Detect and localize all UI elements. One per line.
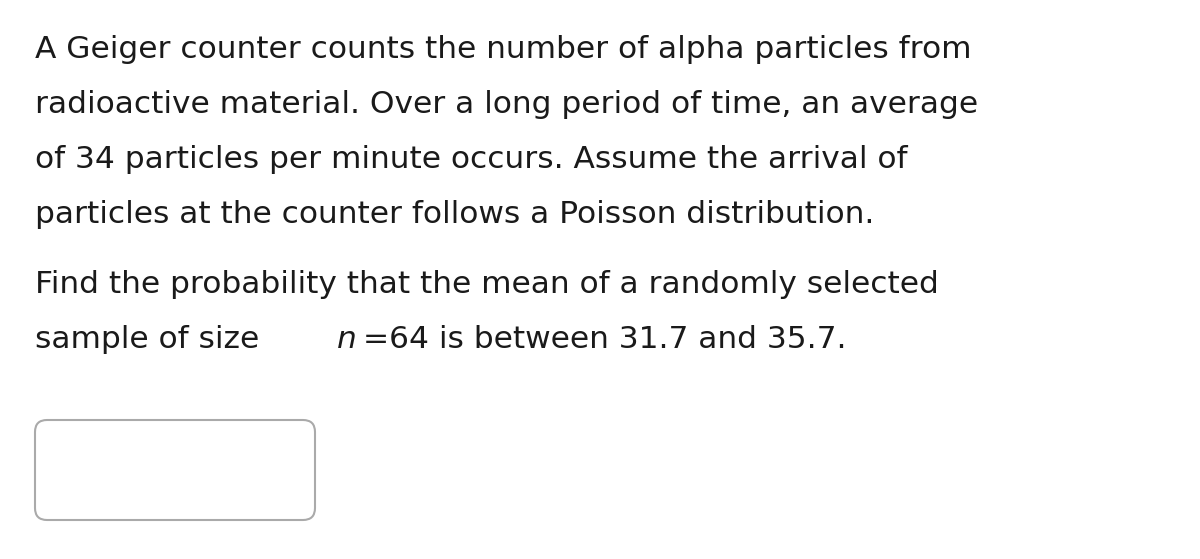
FancyBboxPatch shape [35,420,314,520]
Text: of 34 particles per minute occurs. Assume the arrival of: of 34 particles per minute occurs. Assum… [35,145,907,174]
Text: radioactive material. Over a long period of time, an average: radioactive material. Over a long period… [35,90,978,119]
Text: Find the probability that the mean of a randomly selected: Find the probability that the mean of a … [35,270,938,299]
Text: =64 is between 31.7 and 35.7.: =64 is between 31.7 and 35.7. [362,325,846,354]
Text: A Geiger counter counts the number of alpha particles from: A Geiger counter counts the number of al… [35,35,972,64]
Text: sample of size: sample of size [35,325,269,354]
Text: particles at the counter follows a Poisson distribution.: particles at the counter follows a Poiss… [35,200,875,229]
Text: n: n [337,325,356,354]
